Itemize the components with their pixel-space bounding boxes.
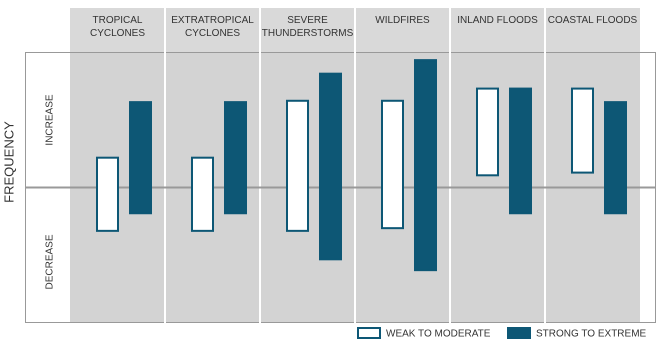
category-label: COASTAL FLOODS <box>547 15 638 26</box>
range-bar <box>319 72 342 261</box>
range-bar <box>604 101 627 215</box>
category-label: EXTRATROPICAL CYCLONES <box>171 15 254 39</box>
range-bar <box>96 156 119 232</box>
legend-swatch <box>357 327 381 339</box>
legend-label: STRONG TO EXTREME <box>536 329 647 340</box>
annotation: DECREASE <box>45 234 56 289</box>
category-label: INLAND FLOODS <box>457 15 538 26</box>
category-label: SEVERE THUNDERSTORMS <box>261 15 354 39</box>
range-bar <box>476 87 499 177</box>
category-label: TROPICAL CYCLONES <box>89 15 145 39</box>
range-bar <box>286 99 309 232</box>
y-label: FREQUENCY <box>1 121 16 203</box>
range-bar <box>129 101 152 215</box>
range-bar <box>414 59 437 272</box>
range-bar <box>509 87 532 215</box>
range-bar <box>381 99 404 230</box>
range-bar <box>571 87 594 174</box>
range-bar <box>191 156 214 232</box>
legend-label: WEAK TO MODERATE <box>386 329 491 340</box>
legend-swatch <box>507 327 531 339</box>
range-bar <box>224 101 247 215</box>
category-label: WILDFIRES <box>375 15 430 26</box>
annotation: INCREASE <box>45 94 56 145</box>
